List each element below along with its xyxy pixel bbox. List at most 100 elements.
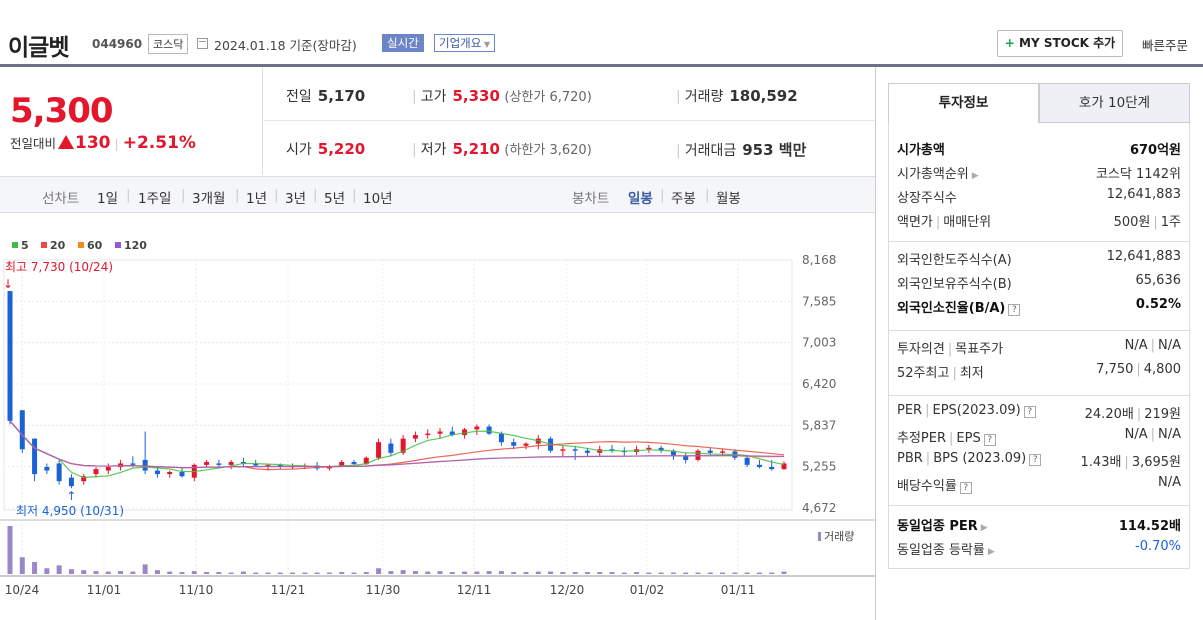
info-label: 외국인보유주식수(B) (897, 277, 1012, 292)
tab-1w[interactable]: 1주일 (138, 191, 172, 207)
candle-body (216, 463, 222, 465)
x-tick-label: 12/20 (550, 583, 585, 597)
info-row: 시가총액 670억원 (897, 139, 1181, 161)
volume-bar (400, 570, 406, 574)
tab-investment-info[interactable]: 투자정보 (888, 83, 1039, 123)
info-label[interactable]: 시가총액순위 ▶ (897, 167, 979, 182)
info-label: 외국인소진율(B/A)? (897, 297, 1021, 316)
volume-bar (265, 572, 271, 574)
volume-bar (744, 572, 750, 574)
tab-1d[interactable]: 1일 (97, 191, 119, 207)
help-icon[interactable]: ? (1008, 304, 1021, 316)
volume-bar (376, 568, 382, 574)
tab-5y[interactable]: 5년 (324, 191, 346, 207)
volume-value: 180,592 (729, 87, 798, 105)
help-icon[interactable]: ? (959, 482, 972, 494)
legend-swatch (115, 242, 121, 248)
low-price: | 저가 5,210 (하한가 3,620) (412, 139, 592, 159)
base-date: 2024.01.18 기준(장마감) (214, 38, 357, 53)
volume-bar (670, 572, 676, 574)
info-label[interactable]: 동일업종 등락률 ▶ (897, 543, 995, 558)
info-label-secondary: 매매단위 (943, 215, 992, 230)
quote-table: 전일 5,170 | 고가 5,330 (상한가 6,720) | 거래량 180,592… (264, 67, 876, 175)
tab-3m[interactable]: 3개월 (192, 191, 226, 207)
value-separator: | (1124, 455, 1129, 470)
candle-body (179, 471, 185, 477)
y-tick-label: 5,255 (802, 460, 836, 474)
legend-swatch (12, 242, 18, 248)
tab-daily[interactable]: 일봉 (628, 191, 653, 207)
high-label: 고가 (420, 89, 447, 105)
stock-chart[interactable]: 8,168 7,585 7,003 6,420 5,837 5,255 4,672 10/24… (0, 214, 876, 620)
label-separator: | (952, 366, 957, 381)
volume-bar (511, 572, 517, 574)
tab-1y[interactable]: 1년 (246, 191, 268, 207)
help-icon[interactable]: ? (983, 434, 996, 446)
volume-bar (646, 572, 652, 574)
info-value-secondary: 1주 (1160, 215, 1181, 230)
tab-monthly[interactable]: 월봉 (716, 191, 741, 207)
value-separator: | (1136, 407, 1142, 422)
info-label-secondary: 최저 (959, 366, 984, 381)
open-label: 시가 (286, 142, 312, 158)
candle-body (769, 466, 775, 470)
mystock-add-button[interactable]: + MY STOCK 추가 (997, 30, 1123, 57)
candle-body (744, 457, 750, 465)
y-tick-label: 7,585 (802, 294, 836, 308)
candle-body (425, 433, 431, 436)
help-icon[interactable]: ? (1023, 406, 1036, 418)
chevron-right-icon: ▶ (971, 171, 979, 181)
high-value: 5,330 (452, 87, 500, 105)
info-label: 52주최고 | 최저 (897, 366, 984, 381)
volume-bar (486, 571, 492, 574)
candle-body (658, 447, 664, 451)
realtime-button[interactable]: 실시간 (382, 34, 424, 52)
company-overview-dropdown[interactable]: 기업개요 ▼ (434, 34, 496, 52)
volume-bar (142, 564, 148, 574)
value-separator: | (1153, 215, 1158, 230)
price-box: 5,300 전일대비 130 | +2.51% (0, 67, 263, 175)
tab-separator: | (705, 187, 710, 203)
help-icon[interactable]: ? (1029, 454, 1042, 466)
section-divider (889, 395, 1189, 396)
volume-bar (240, 571, 246, 574)
tab-orderbook-10[interactable]: 호가 10단계 (1039, 83, 1190, 123)
volume-bar (572, 572, 578, 574)
value-separator: | (1136, 362, 1141, 377)
volume-bar (7, 526, 13, 574)
candle-body (437, 431, 443, 434)
prev-close: 전일 5,170 (286, 86, 365, 106)
info-value-secondary: N/A (1158, 338, 1181, 353)
x-tick-label: 11/30 (366, 583, 401, 597)
quick-order-link[interactable]: 빠른주문 (1142, 38, 1189, 53)
info-row: 추정PER | EPS? N/A | N/A (897, 427, 1181, 449)
tab-separator: | (235, 187, 240, 203)
candle-body (781, 463, 787, 470)
tab-weekly[interactable]: 주봉 (671, 191, 696, 207)
info-tabs: 투자정보 호가 10단계 (888, 83, 1190, 123)
label-separator: | (949, 431, 954, 446)
info-row: 52주최고 | 최저 7,750 | 4,800 (897, 362, 1181, 384)
candle-body (670, 450, 676, 457)
header-divider (0, 64, 1203, 67)
info-label[interactable]: 동일업종 PER ▶ (897, 519, 988, 534)
volume-bar (302, 572, 308, 574)
tab-10y[interactable]: 10년 (363, 191, 393, 207)
lower-limit: (하한가 3,620) (504, 143, 592, 158)
info-row: 시가총액순위 ▶ 코스닥 1142위 (897, 163, 1181, 185)
volume-bar (68, 569, 74, 574)
tab-3y[interactable]: 3년 (285, 191, 307, 207)
y-tick-label: 4,672 (802, 501, 836, 515)
change-label: 전일대비 (10, 136, 57, 151)
chevron-right-icon: ▶ (987, 547, 995, 557)
volume-bar (449, 572, 455, 574)
plot-area (3, 259, 793, 511)
info-row: 외국인소진율(B/A)? 0.52% (897, 297, 1181, 319)
prev-label: 전일 (286, 89, 312, 105)
candle-body (351, 462, 357, 465)
volume-bar (19, 557, 25, 574)
candle-body (511, 442, 517, 446)
y-tick-label: 5,837 (802, 418, 836, 432)
info-row: 투자의견 | 목표주가 N/A | N/A (897, 338, 1181, 360)
moving-average-line (9, 420, 785, 479)
